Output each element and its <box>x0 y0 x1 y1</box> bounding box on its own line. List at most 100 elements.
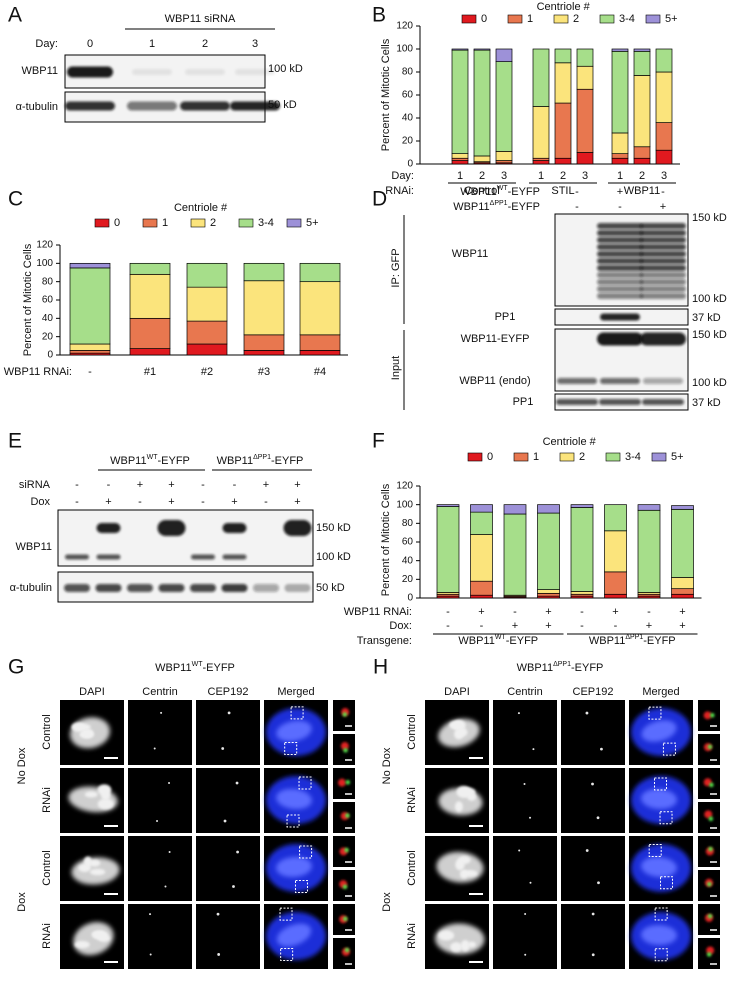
bar-segment <box>633 146 651 159</box>
x-tick-label: #1 <box>144 366 156 378</box>
bar-segment <box>570 504 594 508</box>
legend-swatch <box>190 218 206 228</box>
bar-segment <box>470 534 493 582</box>
bar-segment <box>537 512 560 590</box>
bar-segment <box>69 262 111 269</box>
x-tick-label: + <box>646 620 652 632</box>
size-marker: 50 kD <box>316 582 345 594</box>
inset-box <box>648 843 662 857</box>
blot-band <box>157 520 186 536</box>
blot-band <box>597 272 643 278</box>
x-tick-label: 2 <box>560 170 566 182</box>
inset-cep192 <box>704 810 713 819</box>
condition-label-part: WT <box>497 185 509 192</box>
blot-band <box>597 244 643 250</box>
bar-segment <box>537 589 560 594</box>
row-label: RNAi <box>406 787 418 813</box>
x-tick-label: #4 <box>314 366 326 378</box>
blot-band <box>127 101 177 111</box>
inset-box <box>662 742 676 756</box>
size-marker: 50 kD <box>268 99 297 111</box>
x-tick-label: 3 <box>661 170 667 182</box>
blot-band <box>65 554 89 560</box>
x-tick-label: - <box>580 620 584 632</box>
micrograph-title-part: WT <box>192 661 204 668</box>
bar-segment <box>633 48 651 52</box>
blot-band <box>597 265 643 271</box>
micrograph <box>196 904 260 969</box>
bar-segment <box>470 511 493 535</box>
condition-label-part: WBP11 <box>460 186 496 198</box>
bar-segment <box>655 48 673 73</box>
blot-band <box>235 69 275 75</box>
blot-band <box>221 584 248 592</box>
blot-band <box>284 584 311 592</box>
y-tick-label: 20 <box>402 574 414 585</box>
y-tick-label: 60 <box>402 537 414 548</box>
condition-label-part: WBP11 <box>453 201 489 213</box>
bar-segment <box>671 593 694 599</box>
bar-segment <box>576 152 594 165</box>
micrograph <box>493 700 557 765</box>
row-label: PP1 <box>495 311 516 323</box>
row-label: RNAi <box>41 923 53 949</box>
micrograph <box>493 836 557 901</box>
bar-segment <box>503 513 527 596</box>
merged-dna <box>276 856 312 878</box>
centrosome-signal <box>524 953 527 956</box>
row-label: WBP11 <box>22 65 58 77</box>
micrograph-title-part: -EYFP <box>571 662 603 674</box>
blot-band <box>127 584 153 592</box>
legend-swatch <box>94 218 110 228</box>
micrograph <box>128 836 192 901</box>
group-label: WBP11ΔPP1-EYFP <box>589 634 676 647</box>
inset-box <box>298 776 312 790</box>
bar-segment <box>604 571 627 595</box>
legend-label: 1 <box>527 13 533 25</box>
bar-segment <box>554 102 572 159</box>
blot-band <box>185 69 225 75</box>
centrosome-signal <box>227 711 231 715</box>
blot-band <box>556 399 598 405</box>
merged-dna <box>641 924 677 946</box>
bar-segment <box>186 320 228 345</box>
bar-segment <box>186 343 228 356</box>
row-label: RNAi <box>41 787 53 813</box>
group-label: WBP11 <box>624 185 660 197</box>
bar-segment <box>243 350 285 356</box>
condition-label-part: ΔPP1 <box>490 200 508 207</box>
group-label-part: WBP11 <box>589 635 625 647</box>
bar-segment <box>470 580 493 596</box>
blot-band <box>132 69 172 75</box>
group-label-part: WT <box>495 634 507 641</box>
centrosome-signal <box>149 913 152 916</box>
bar-segment <box>576 88 594 153</box>
blot-band <box>642 399 684 405</box>
construct-label-part: WBP11 <box>110 455 146 467</box>
inset-centrin <box>707 744 713 750</box>
construct-label-part: -EYFP <box>157 455 189 467</box>
y-tick-label: 60 <box>402 90 414 101</box>
micrograph-title-part: WBP11 <box>155 662 191 674</box>
centrosome-signal <box>524 913 527 916</box>
condition-label: Dox <box>30 496 50 508</box>
centrosome-signal <box>236 850 239 854</box>
inset-box <box>294 880 308 894</box>
x-tick-label: 3 <box>582 170 588 182</box>
bar-segment <box>611 132 629 154</box>
centrosome-signal <box>149 953 152 956</box>
row-label: RNAi <box>406 923 418 949</box>
bar-segment <box>637 509 661 593</box>
x-tick-label: + <box>545 620 551 632</box>
bar-segment <box>671 577 694 590</box>
x-tick-label: 1 <box>538 170 544 182</box>
bar-segment <box>655 71 673 123</box>
merged-dna <box>276 720 312 742</box>
chromatin <box>453 728 464 740</box>
bar-segment <box>299 262 341 283</box>
x-tick-label: 3 <box>501 170 507 182</box>
chromatin <box>89 859 101 867</box>
inset-box <box>659 876 673 890</box>
centrosome-signal <box>585 849 589 852</box>
legend-swatch <box>553 14 569 24</box>
